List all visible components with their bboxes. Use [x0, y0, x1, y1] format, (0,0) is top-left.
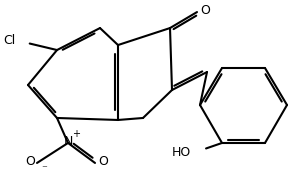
Text: Cl: Cl	[3, 33, 15, 47]
Text: O: O	[98, 155, 108, 168]
Text: +: +	[73, 129, 81, 139]
Text: N: N	[63, 135, 73, 148]
Text: ⁻: ⁻	[41, 165, 47, 175]
Text: O: O	[26, 155, 36, 168]
Text: HO: HO	[172, 146, 192, 159]
Text: O: O	[201, 4, 211, 17]
